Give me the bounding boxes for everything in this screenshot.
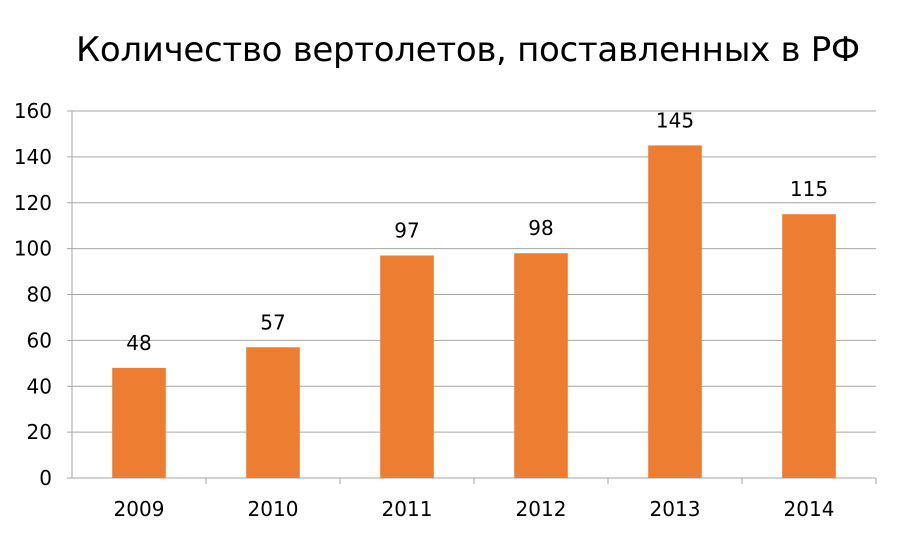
bar-2010: [246, 347, 300, 478]
y-tick-label: 140: [14, 145, 52, 169]
bar-2009: [112, 367, 166, 478]
data-label-2011: 97: [394, 219, 419, 243]
gridlines: [72, 110, 876, 433]
bar-2012: [514, 253, 568, 478]
labels: 0 20 40 60 80 100 120 140 160 48 2009 57 2010 97 2011 9…: [14, 99, 835, 521]
y-tick-label: 40: [27, 374, 52, 398]
bar-2014: [782, 214, 836, 478]
y-tick-label: 60: [27, 328, 52, 352]
bars: [112, 145, 836, 478]
y-tick-label: 20: [27, 420, 52, 444]
x-tick-label-2011: 2011: [382, 497, 433, 521]
x-tick-label-2014: 2014: [784, 497, 835, 521]
data-label-2014: 115: [790, 177, 828, 201]
chart-title: Количество вертолетов, поставленных в РФ: [76, 30, 860, 70]
y-tick-label: 0: [39, 466, 52, 490]
x-tick-label-2010: 2010: [248, 497, 299, 521]
bar-2011: [380, 255, 434, 478]
data-label-2009: 48: [126, 331, 151, 355]
x-tick-label-2013: 2013: [650, 497, 701, 521]
data-label-2010: 57: [260, 310, 285, 334]
axes: [67, 110, 877, 484]
data-label-2012: 98: [528, 216, 553, 240]
y-tick-label: 160: [14, 99, 52, 123]
y-tick-label: 80: [27, 283, 52, 307]
x-tick-label-2012: 2012: [516, 497, 567, 521]
y-tick-label: 120: [14, 191, 52, 215]
data-label-2013: 145: [656, 108, 694, 132]
x-tick-label-2009: 2009: [114, 497, 165, 521]
y-tick-label: 100: [14, 237, 52, 261]
bar-2013: [648, 145, 702, 478]
